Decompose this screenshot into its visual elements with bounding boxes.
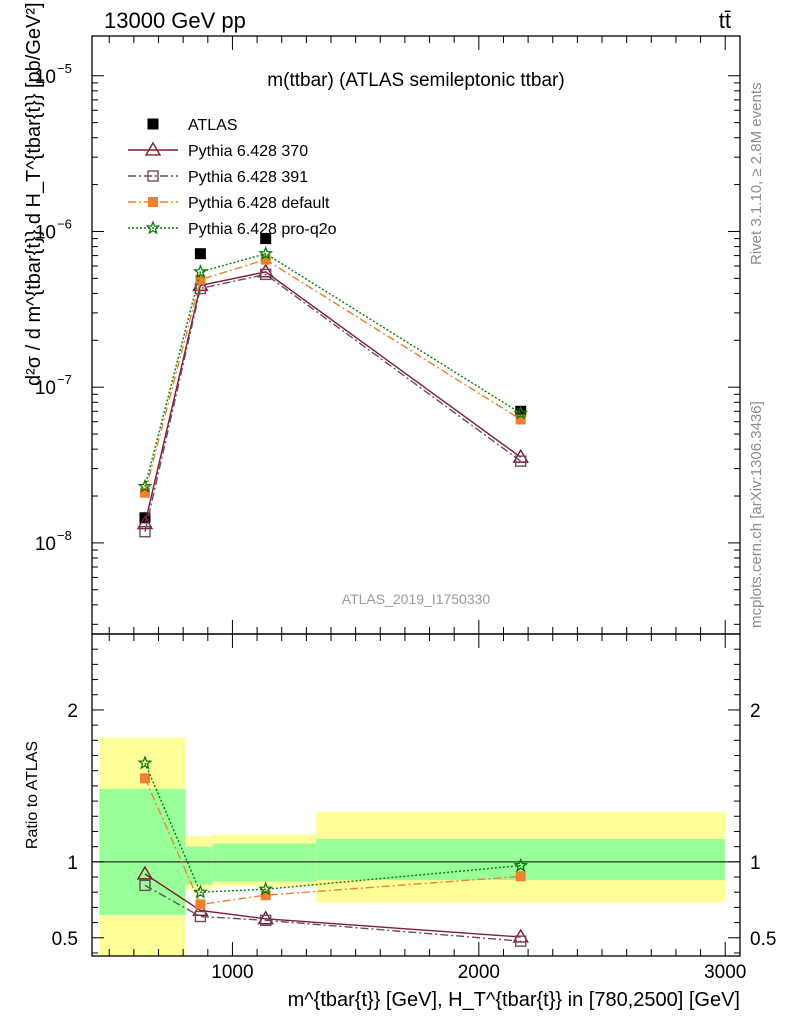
- main-ticks: 10−810−710−610−5: [35, 36, 740, 634]
- series-line-pq2o: [144, 252, 522, 487]
- process-label: tt̄: [719, 8, 731, 33]
- y-label-ratio: Ratio to ATLAS: [24, 741, 41, 849]
- legend-item-data: ATLAS: [147, 117, 238, 134]
- data-point-pq2o: [137, 478, 153, 493]
- series-line-pdefault: [144, 258, 522, 493]
- legend-marker: [147, 118, 159, 130]
- ratio-series-layer: [136, 755, 529, 947]
- y-tick-label-exponent: −8: [57, 528, 72, 543]
- data-point-p370: [257, 263, 274, 278]
- series-line-p370: [144, 271, 522, 524]
- x-tick-label: 1000: [211, 962, 253, 983]
- legend-item-p391: Pythia 6.428 391: [128, 169, 308, 186]
- y-tick-label-ratio: 1: [67, 853, 78, 874]
- ratio-point-p391: [194, 910, 207, 923]
- ratio-point-pdefault: [515, 871, 526, 882]
- ratio-line-p391: [144, 884, 521, 942]
- ratio-point-pq2o: [193, 884, 208, 899]
- ratio-point-pdefault: [260, 890, 271, 901]
- energy-label: 13000 GeV pp: [104, 8, 246, 33]
- legend-label: ATLAS: [188, 117, 238, 134]
- data-point-pdefault: [195, 274, 206, 285]
- analysis-id: ATLAS_2019_I1750330: [342, 591, 491, 607]
- ratio-point-pq2o: [137, 755, 153, 770]
- y-tick-label-exponent: −7: [57, 372, 72, 387]
- data-point-p391: [515, 455, 527, 467]
- y-axis-label-main: d²σ / d m^{tbar{t}} d H_T^{tbar{t}} [pb/…: [23, 2, 45, 386]
- ratio-point-p391: [515, 935, 527, 947]
- ratio-point-p370: [136, 865, 154, 880]
- rivet-label: Rivet 3.1.10, ≥ 2.8M events: [748, 83, 765, 266]
- data-point-data: [194, 248, 206, 260]
- uncertainty-band-inner: [99, 788, 186, 915]
- y-tick-label-main: 10: [35, 67, 56, 88]
- y-tick-label-ratio-right: 1: [750, 853, 761, 874]
- data-point-p391: [260, 268, 272, 281]
- legend-label: Pythia 6.428 pro-q2o: [188, 221, 337, 238]
- legend-label: Pythia 6.428 default: [188, 195, 330, 212]
- data-point-p370: [136, 515, 154, 530]
- legend-label: Pythia 6.428 370: [188, 143, 308, 160]
- y-tick-label-ratio: 0.5: [52, 929, 78, 950]
- y-label-main-text: d²σ / d m^{tbar{t}} d H_T^{tbar{t}} [pb/…: [23, 2, 45, 386]
- ratio-point-p370: [192, 902, 209, 917]
- data-point-data: [515, 405, 527, 417]
- data-point-pdefault: [139, 487, 150, 498]
- y-tick-label-main: 10: [35, 222, 56, 243]
- y-tick-label-ratio-right: 2: [750, 701, 761, 722]
- x-tick-label: 2000: [458, 962, 500, 983]
- x-tick-label: 3000: [704, 962, 746, 983]
- legend: ATLAS Pythia 6.428 370 Pythia 6.428 391 Pyt…: [128, 117, 337, 238]
- y-tick-label-exponent: −6: [57, 216, 72, 231]
- source-label: mcplots.cern.ch [arXiv:1306.3436]: [748, 401, 765, 628]
- ratio-point-p370: [257, 910, 274, 925]
- data-point-pq2o: [193, 264, 208, 279]
- data-point-p391: [139, 526, 151, 538]
- y-tick-label-ratio-right: 0.5: [750, 929, 776, 950]
- legend-marker: [145, 220, 161, 235]
- y-tick-label-exponent: −5: [57, 61, 72, 76]
- y-tick-label-main: 10: [35, 378, 56, 399]
- uncertainty-band-inner: [185, 846, 213, 885]
- legend-item-p370: Pythia 6.428 370: [128, 141, 308, 160]
- ratio-line-pdefault: [144, 778, 521, 906]
- legend-item-pq2o: Pythia 6.428 pro-q2o: [128, 220, 337, 238]
- y-tick-label-ratio: 2: [67, 701, 78, 722]
- legend-marker: [148, 197, 158, 207]
- data-point-pq2o: [258, 245, 274, 260]
- ratio-point-pdefault: [195, 899, 206, 910]
- uncertainty-band-inner: [212, 843, 317, 882]
- main-panel: 10−810−710−610−5 m(ttbar) (ATLAS semilep…: [35, 35, 741, 635]
- legend-label: Pythia 6.428 391: [188, 169, 308, 186]
- legend-item-pdefault: Pythia 6.428 default: [128, 195, 330, 212]
- data-point-pdefault: [515, 414, 526, 425]
- legend-marker: [144, 141, 162, 156]
- x-axis-label: m^{tbar{t}} [GeV], H_T^{tbar{t}} in [780…: [288, 989, 740, 1011]
- ratio-bands: [92, 737, 740, 956]
- ratio-frame: [91, 633, 741, 957]
- series-line-p391: [144, 273, 522, 532]
- ratio-point-pdefault: [139, 773, 150, 784]
- data-point-data: [260, 233, 272, 245]
- ratio-point-p391: [260, 914, 272, 927]
- ratio-line-pq2o: [144, 762, 521, 893]
- plot-title: m(ttbar) (ATLAS semileptonic ttbar): [267, 70, 564, 91]
- main-series-layer: [136, 233, 529, 538]
- ratio-point-pq2o: [258, 881, 274, 896]
- data-point-pdefault: [260, 254, 271, 265]
- ratio-line-p370: [144, 873, 521, 938]
- data-point-pq2o: [513, 405, 529, 420]
- legend-marker: [147, 170, 159, 182]
- ratio-point-pq2o: [513, 857, 529, 872]
- y-tick-label-main: 10: [35, 534, 56, 555]
- ratio-point-p391: [139, 879, 151, 892]
